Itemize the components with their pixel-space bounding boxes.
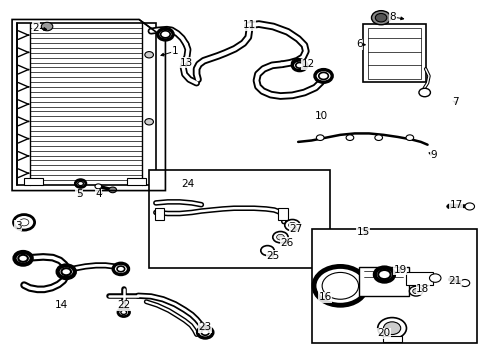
Circle shape [118, 308, 129, 316]
Circle shape [144, 118, 153, 125]
Circle shape [428, 274, 440, 282]
Text: 7: 7 [451, 98, 458, 107]
Bar [24, 177, 43, 185]
Text: 26: 26 [280, 238, 293, 248]
Text: 22: 22 [117, 300, 130, 310]
Circle shape [374, 135, 382, 140]
Text: 6: 6 [355, 39, 362, 49]
Circle shape [75, 180, 86, 188]
Circle shape [314, 69, 331, 82]
Text: 13: 13 [179, 58, 192, 68]
Circle shape [459, 279, 469, 287]
Circle shape [15, 252, 32, 265]
Circle shape [18, 255, 28, 262]
Text: 25: 25 [266, 251, 279, 261]
Text: 19: 19 [393, 265, 406, 275]
Bar [406, 273, 432, 285]
Text: 24: 24 [181, 179, 194, 189]
Circle shape [197, 327, 212, 338]
Text: 15: 15 [356, 227, 369, 237]
Circle shape [405, 135, 413, 140]
Text: 23: 23 [198, 323, 211, 333]
Bar [311, 229, 476, 343]
Circle shape [383, 322, 400, 334]
Circle shape [272, 231, 287, 243]
Circle shape [284, 220, 300, 231]
Text: 17: 17 [449, 201, 462, 210]
Circle shape [95, 184, 102, 189]
Circle shape [318, 72, 328, 80]
Bar [383, 336, 401, 342]
Text: 20: 20 [376, 328, 389, 338]
Circle shape [113, 263, 128, 275]
Circle shape [371, 11, 390, 25]
Circle shape [292, 60, 306, 71]
Polygon shape [17, 23, 156, 185]
Circle shape [322, 273, 358, 299]
Circle shape [78, 181, 83, 186]
Circle shape [109, 187, 116, 193]
Circle shape [464, 203, 473, 210]
Bar [367, 28, 420, 79]
Circle shape [75, 180, 86, 188]
Text: 8: 8 [389, 12, 396, 22]
Circle shape [144, 51, 153, 58]
Bar [155, 207, 164, 220]
Text: 4: 4 [95, 189, 102, 199]
Circle shape [346, 135, 353, 140]
Circle shape [288, 222, 296, 228]
Bar [278, 207, 287, 220]
Circle shape [260, 246, 274, 256]
Bar [127, 177, 146, 185]
Circle shape [160, 31, 170, 38]
Text: 9: 9 [429, 150, 436, 160]
Circle shape [377, 270, 390, 279]
Circle shape [41, 22, 53, 31]
Bar [358, 267, 408, 296]
Circle shape [375, 13, 386, 22]
Circle shape [412, 289, 419, 294]
Text: 11: 11 [242, 21, 255, 31]
Text: 16: 16 [318, 292, 331, 302]
Circle shape [58, 265, 75, 278]
Circle shape [316, 135, 324, 140]
Bar [148, 170, 329, 268]
Circle shape [408, 286, 422, 296]
Text: 5: 5 [76, 189, 82, 199]
Circle shape [418, 88, 429, 97]
Circle shape [19, 219, 29, 226]
Circle shape [276, 234, 284, 240]
Circle shape [377, 318, 406, 339]
Text: 12: 12 [301, 59, 314, 69]
Text: 3: 3 [15, 221, 21, 231]
Circle shape [295, 63, 303, 68]
Circle shape [121, 310, 126, 314]
Circle shape [61, 268, 71, 275]
Text: 27: 27 [289, 224, 302, 234]
Text: 2: 2 [33, 23, 39, 33]
Text: 14: 14 [55, 300, 68, 310]
Text: 21: 21 [447, 275, 460, 285]
Circle shape [374, 267, 393, 282]
Bar [363, 24, 425, 82]
Circle shape [291, 59, 304, 68]
Circle shape [117, 266, 124, 272]
Text: 1: 1 [171, 46, 178, 56]
Text: 10: 10 [314, 111, 327, 121]
Circle shape [14, 215, 35, 230]
Circle shape [446, 204, 451, 208]
Circle shape [158, 29, 173, 40]
Circle shape [201, 330, 208, 335]
Text: 18: 18 [415, 284, 428, 294]
